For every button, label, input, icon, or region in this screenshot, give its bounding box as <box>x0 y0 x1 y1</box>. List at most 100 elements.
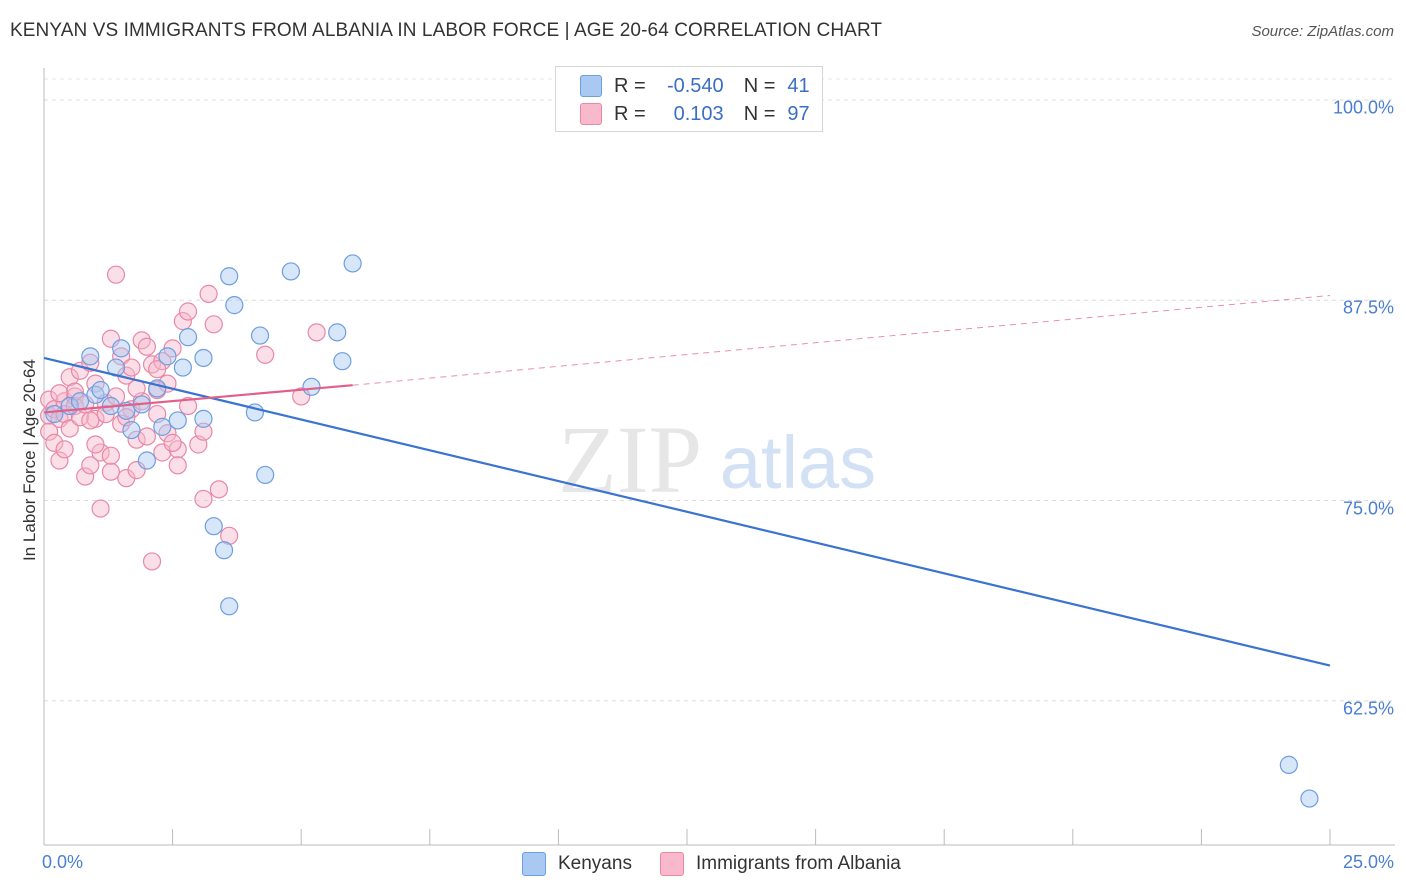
albania-point <box>256 345 275 364</box>
albania-point <box>60 419 79 438</box>
watermark: ZIP atlas <box>558 406 876 513</box>
legend-albania[interactable]: Immigrants from Albania <box>660 852 901 876</box>
trend-lines <box>43 294 1331 667</box>
source-label: Source: ZipAtlas.com <box>1251 23 1394 40</box>
albania-point <box>81 411 100 430</box>
legend-n-value: 97 <box>787 102 810 125</box>
legend-swatch-kenyans <box>580 75 602 97</box>
kenyans-point <box>194 348 213 368</box>
kenyans-point <box>1279 755 1298 774</box>
kenyans-point <box>173 358 192 377</box>
albania-point <box>101 462 120 481</box>
legend-kenyans-label: Kenyans <box>558 853 632 874</box>
kenyans-point <box>122 420 141 440</box>
kenyans-point <box>194 409 213 428</box>
y-tick-label: 75.0% <box>1342 498 1394 519</box>
kenyans-point <box>256 465 275 485</box>
kenyans-point <box>178 328 198 347</box>
chart-title: KENYAN VS IMMIGRANTS FROM ALBANIA IN LAB… <box>10 20 883 41</box>
albania-point <box>86 435 105 454</box>
albania-point <box>101 446 120 465</box>
legend-kenyans[interactable]: Kenyans <box>522 852 632 876</box>
legend-albania-swatch <box>660 852 684 876</box>
albania-point <box>40 422 59 441</box>
kenyans-point <box>148 379 167 398</box>
albania-point <box>106 387 126 406</box>
albania-point <box>137 427 156 446</box>
albania-point <box>209 480 228 499</box>
kenyans-points <box>45 90 1319 808</box>
legend-n-label: N = <box>743 74 776 97</box>
albania-point <box>55 440 74 459</box>
kenyans-point <box>333 352 352 371</box>
kenyans-point <box>220 267 239 286</box>
y-axis-label: In Labor Force | Age 20-64 <box>20 359 39 561</box>
albania-point <box>178 396 198 416</box>
albania-point <box>307 323 326 342</box>
kenyans-point <box>225 296 244 315</box>
kenyans-point <box>343 254 362 273</box>
albania-point <box>76 467 95 486</box>
y-tick-label: 87.5% <box>1342 297 1394 318</box>
kenyans-point <box>328 323 347 342</box>
kenyans-point <box>81 347 100 366</box>
kenyans-point <box>250 326 270 345</box>
albania-point <box>220 526 239 545</box>
kenyans-trend-line <box>43 356 1331 667</box>
albania-point <box>106 265 126 284</box>
albania-point <box>194 422 213 441</box>
albania-point <box>50 451 69 470</box>
kenyans-point <box>70 392 90 411</box>
grid-lines <box>44 78 1395 702</box>
x-tick-min: 0.0% <box>42 852 84 872</box>
albania-point <box>204 315 223 334</box>
kenyans-point <box>158 347 177 366</box>
watermark-zip: ZIP <box>558 406 702 513</box>
watermark-atlas: atlas <box>720 421 876 504</box>
albania-point <box>148 360 167 379</box>
kenyans-point <box>137 451 156 470</box>
kenyans-point <box>168 411 187 430</box>
albania-point <box>91 499 110 518</box>
albania-point <box>137 337 156 356</box>
legend-r-label: R = <box>614 102 646 125</box>
albania-point <box>173 312 192 331</box>
albania-point <box>65 382 84 401</box>
legend-swatch-albania <box>580 103 602 125</box>
legend-n-value: 41 <box>787 74 810 97</box>
albania-trend-extension <box>352 294 1331 386</box>
albania-point <box>142 355 162 374</box>
albania-point <box>45 433 64 452</box>
albania-point <box>142 552 162 571</box>
legend-albania-label: Immigrants from Albania <box>696 853 901 874</box>
albania-point <box>168 456 187 475</box>
albania-point <box>60 368 79 387</box>
legend-row-albania: R = 0.103 N = 97 <box>580 101 810 127</box>
kenyans-point <box>86 385 105 404</box>
kenyans-point <box>112 339 131 358</box>
legend-kenyans-swatch <box>522 852 546 876</box>
kenyans-point <box>45 404 64 424</box>
legend-r-value: -0.540 <box>666 74 724 97</box>
albania-trend-line <box>43 384 353 414</box>
albania-point <box>194 489 213 509</box>
y-tick-label: 62.5% <box>1342 698 1394 719</box>
albania-point <box>81 456 100 475</box>
kenyans-point <box>220 597 239 616</box>
albania-point <box>40 390 59 409</box>
stats-legend: R = -0.540 N = 41 R = 0.103 N = 97 <box>555 66 823 132</box>
albania-point <box>178 302 198 321</box>
axes <box>43 68 1395 846</box>
albania-point <box>199 284 218 303</box>
kenyans-point <box>153 417 172 436</box>
x-tick-max: 25.0% <box>1342 852 1394 872</box>
y-tick-label: 100.0% <box>1332 97 1394 118</box>
kenyans-point <box>281 262 301 281</box>
legend-row-kenyans: R = -0.540 N = 41 <box>580 73 810 99</box>
albania-point <box>163 433 182 452</box>
albania-point <box>50 384 69 403</box>
albania-point <box>127 430 146 449</box>
kenyans-point <box>91 380 110 400</box>
kenyans-point <box>204 517 223 536</box>
